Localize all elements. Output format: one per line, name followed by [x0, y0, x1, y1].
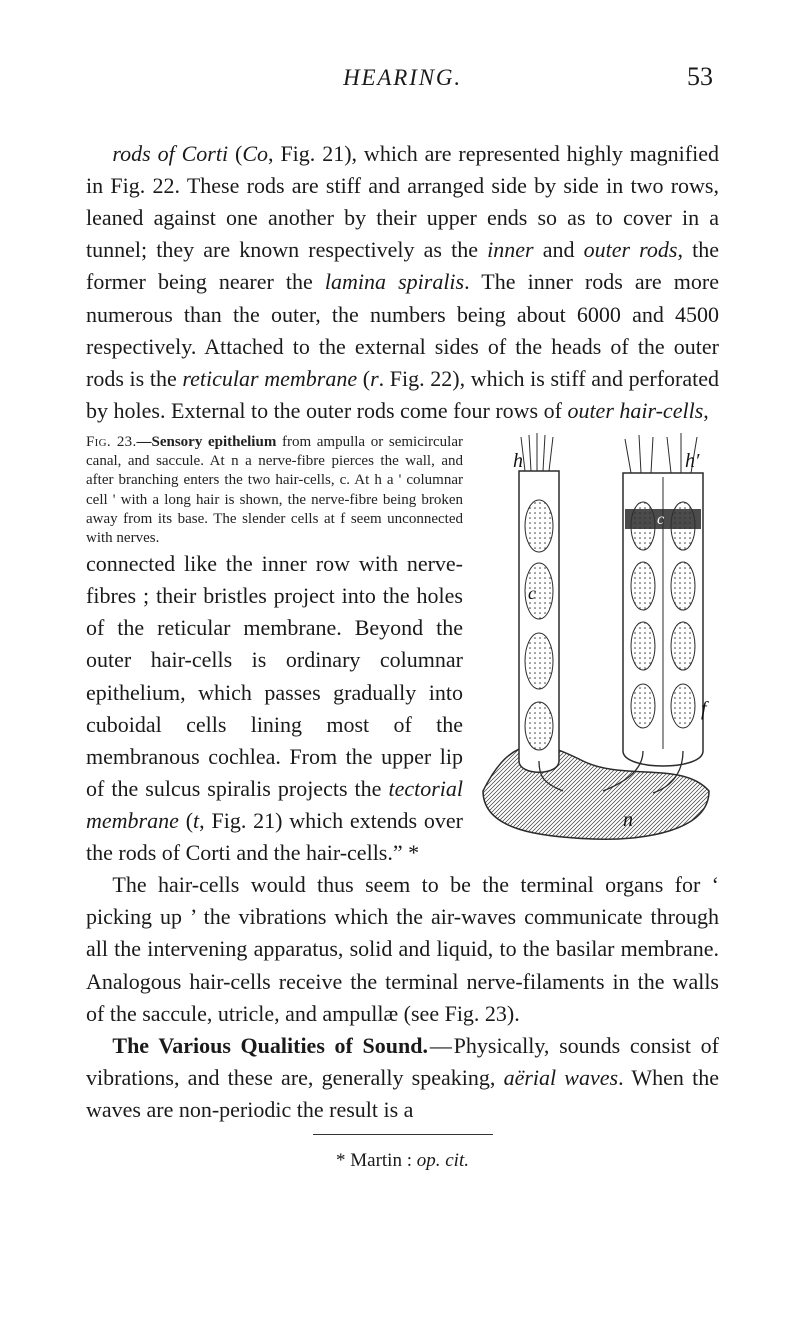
- paragraph-1: rods of Corti (Co, Fig. 21), which are r…: [86, 138, 719, 427]
- running-title: HEARING.: [299, 65, 506, 91]
- section-heading-various: The Various Qualities of Sound.: [112, 1033, 428, 1058]
- figure-caption-lead: Fig. 23.: [86, 434, 137, 450]
- fig-label-c: c: [528, 583, 536, 603]
- fig-label-h: h: [513, 450, 523, 472]
- figure-23: n h c: [473, 431, 719, 851]
- figure-caption-bold: —Sensory epithelium: [137, 434, 277, 450]
- figure-23-svg: n h c: [473, 431, 719, 851]
- page-body: rods of Corti (Co, Fig. 21), which are r…: [86, 138, 719, 1175]
- fig-right-column: c: [623, 433, 703, 766]
- fig-left-column: [519, 433, 559, 772]
- page-number: 53: [506, 62, 713, 92]
- svg-text:c: c: [657, 511, 664, 528]
- figure-caption-body: from ampulla or semicircular canal, and …: [86, 434, 463, 546]
- fig-label-h2: h′: [685, 450, 700, 472]
- running-head: HEARING. 53: [86, 62, 719, 92]
- fig-label-n: n: [623, 809, 633, 831]
- paragraph-various: The Various Qualities of Sound. — Physic…: [86, 1030, 719, 1126]
- footnote: * Martin : op. cit.: [86, 1147, 719, 1175]
- fig-label-f: f: [701, 698, 709, 720]
- paragraph-2: The hair-cells would thus seem to be the…: [86, 869, 719, 1030]
- footnote-rule: [313, 1134, 493, 1135]
